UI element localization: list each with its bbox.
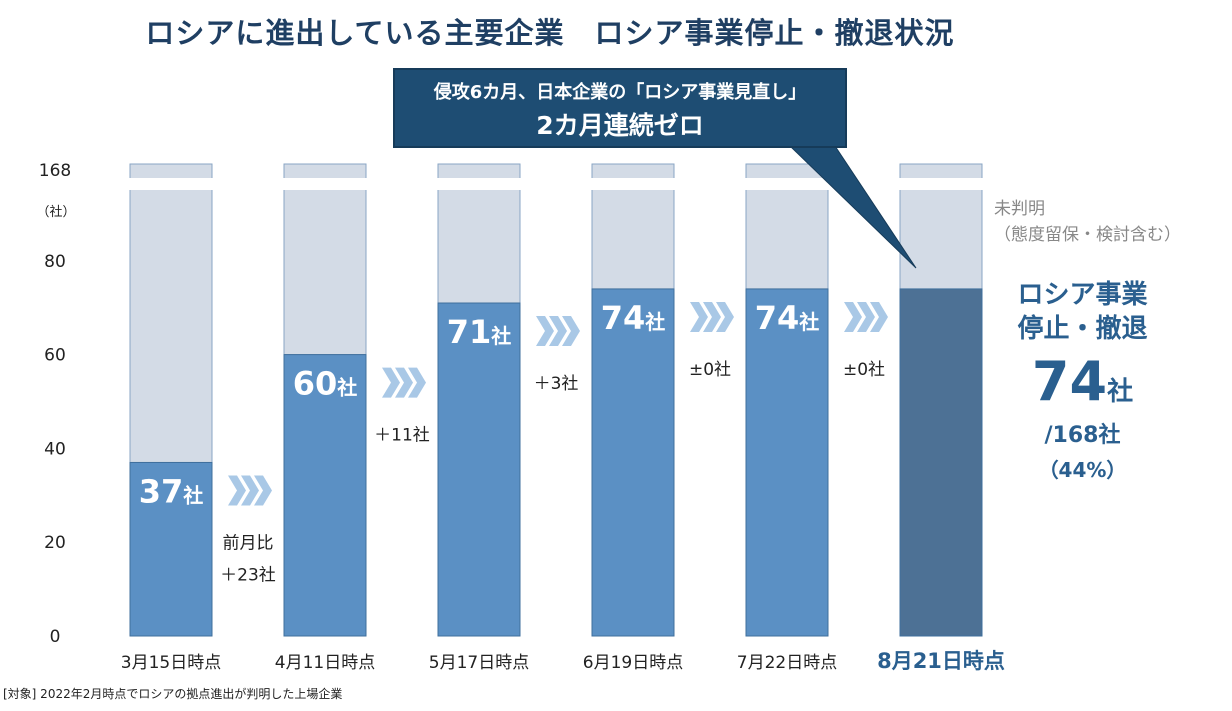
axis-break xyxy=(129,178,213,190)
bar-value-label: 74社 xyxy=(601,299,666,337)
bar-withdrawn-segment xyxy=(129,461,213,637)
bar-value-label: 60社 xyxy=(293,365,358,403)
bar-withdrawn-segment xyxy=(437,302,521,637)
change-label: ±0社 xyxy=(843,360,885,380)
bar-withdrawn-segment xyxy=(899,288,983,637)
change-label: ＋11社 xyxy=(374,426,430,446)
axis-break xyxy=(899,178,983,190)
summary-panel: ロシア事業 停止・撤退 74社 /168社 （44%） xyxy=(995,278,1170,486)
unknown-label: 未判明 xyxy=(994,199,1045,219)
y-tick-label: 40 xyxy=(44,439,66,459)
x-category-label: 4月11日時点 xyxy=(275,653,375,673)
chevron-arrow-icon xyxy=(254,475,272,506)
footnote: [対象] 2022年2月時点でロシアの拠点進出が判明した上場企業 xyxy=(3,687,343,701)
bar-value-label: 71社 xyxy=(447,313,512,351)
y-tick-label: 168 xyxy=(39,161,71,181)
y-tick-label: 0 xyxy=(50,627,61,647)
callout-line1: 侵攻6カ月、日本企業の「ロシア事業見直し」 xyxy=(433,82,807,103)
axis-break xyxy=(283,178,367,190)
change-label: ±0社 xyxy=(689,360,731,380)
chevron-arrow-icon xyxy=(562,316,580,347)
x-category-label: 7月22日時点 xyxy=(737,653,837,673)
x-category-label: 6月19日時点 xyxy=(583,653,683,673)
bar-withdrawn-segment xyxy=(745,288,829,637)
chevron-arrow-icon xyxy=(857,301,875,332)
callout-box: 侵攻6カ月、日本企業の「ロシア事業見直し」 2カ月連続ゼロ xyxy=(393,68,847,148)
bar-unknown-segment xyxy=(283,163,367,356)
chevron-arrow-icon xyxy=(241,475,259,506)
chevron-arrow-icon xyxy=(395,367,413,398)
bar-value-label: 37社 xyxy=(139,472,204,510)
x-category-label: 3月15日時点 xyxy=(121,653,221,673)
chevron-arrow-icon xyxy=(716,301,734,332)
chart-title: ロシアに進出している主要企業 ロシア事業停止・撤退状況 xyxy=(145,16,955,50)
chevron-arrow-icon xyxy=(703,301,721,332)
axis-break xyxy=(745,178,829,190)
summary-count: 74社 xyxy=(995,352,1170,422)
unknown-legend: 未判明 （態度留保・検討含む） xyxy=(994,196,1181,248)
chevron-arrow-icon xyxy=(690,301,708,332)
summary-total: /168社 xyxy=(1044,423,1121,448)
change-label: ＋3社 xyxy=(534,374,579,394)
change-label: 前月比 xyxy=(223,533,274,553)
chevron-arrow-icon xyxy=(382,367,400,398)
axis-break xyxy=(591,178,675,190)
change-label: ＋23社 xyxy=(220,565,276,585)
chevron-arrow-icon xyxy=(408,367,426,398)
x-category-label: 5月17日時点 xyxy=(429,653,529,673)
chevron-arrow-icon xyxy=(536,316,554,347)
y-tick-label: 80 xyxy=(44,252,66,272)
chevron-arrow-icon xyxy=(549,316,567,347)
chevron-arrow-icon xyxy=(228,475,246,506)
summary-percent: （44%） xyxy=(1038,458,1127,482)
bar-withdrawn-segment xyxy=(591,288,675,637)
summary-count-unit: 社 xyxy=(1107,377,1134,407)
bar-value-label: 74社 xyxy=(755,299,820,337)
chevron-arrow-icon xyxy=(844,301,862,332)
bar-withdrawn-segment xyxy=(283,354,367,637)
y-tick-label: 20 xyxy=(44,533,66,553)
unknown-sublabel: （態度留保・検討含む） xyxy=(994,225,1181,245)
callout-line2: 2カ月連続ゼロ xyxy=(536,111,704,140)
x-category-label: 8月21日時点 xyxy=(877,649,1005,673)
summary-count-value: 74 xyxy=(1031,350,1108,413)
y-unit-label: （社） xyxy=(36,204,75,220)
axis-break xyxy=(437,178,521,190)
chevron-arrow-icon xyxy=(870,301,888,332)
bar-unknown-segment xyxy=(129,163,213,463)
summary-line1: ロシア事業 xyxy=(1017,280,1148,310)
y-tick-label: 60 xyxy=(44,346,66,366)
summary-line2: 停止・撤退 xyxy=(1017,314,1148,344)
